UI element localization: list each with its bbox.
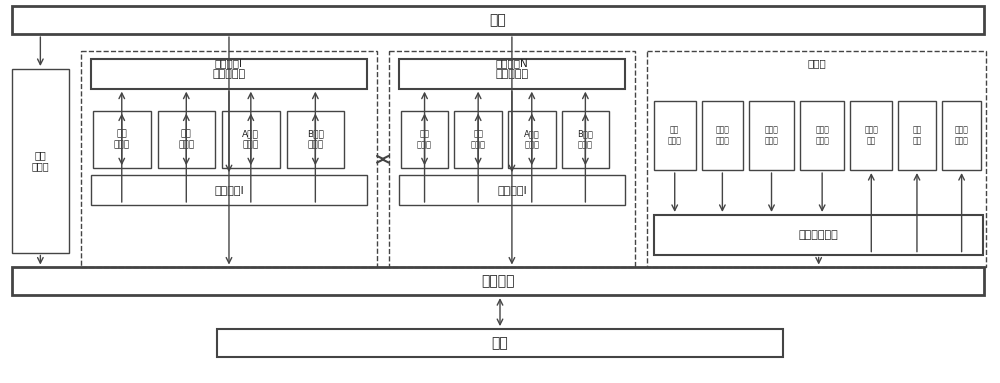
Text: 比例
换向阀: 比例 换向阀: [114, 130, 130, 149]
Bar: [562, 111, 609, 168]
Bar: [654, 101, 696, 170]
Bar: [217, 329, 783, 357]
Text: 液位过
低开关: 液位过 低开关: [765, 126, 778, 145]
Bar: [800, 101, 844, 170]
Text: 驱动控制器: 驱动控制器: [495, 69, 528, 79]
Text: 车体: 车体: [490, 13, 506, 27]
Text: 油温
传感器: 油温 传感器: [668, 126, 682, 145]
Bar: [91, 59, 367, 89]
Text: 倾斜
传感器: 倾斜 传感器: [32, 150, 49, 172]
Text: 液压站控制器: 液压站控制器: [799, 230, 839, 240]
Text: 位移
传感器: 位移 传感器: [471, 130, 486, 149]
Bar: [942, 101, 981, 170]
Bar: [12, 7, 984, 34]
Bar: [81, 51, 377, 267]
Bar: [158, 111, 215, 168]
Text: 油泵电
机控制: 油泵电 机控制: [955, 126, 969, 145]
Text: 三控: 三控: [492, 336, 508, 350]
Text: B压力
传感器: B压力 传感器: [577, 130, 593, 149]
Text: 液压站: 液压站: [807, 58, 826, 68]
Text: 比例
换向阀: 比例 换向阀: [417, 130, 432, 149]
Text: 驱动单元I: 驱动单元I: [215, 58, 243, 68]
Bar: [401, 111, 448, 168]
Bar: [850, 101, 892, 170]
Text: 驱动单元N: 驱动单元N: [496, 58, 528, 68]
Text: 驱动控制器: 驱动控制器: [212, 69, 246, 79]
Bar: [647, 51, 986, 267]
Text: 伺服油缸I: 伺服油缸I: [214, 185, 244, 195]
Text: 散热
风机: 散热 风机: [912, 126, 922, 145]
Bar: [12, 69, 69, 252]
Text: 电磁溢
流阀: 电磁溢 流阀: [864, 126, 878, 145]
Bar: [454, 111, 502, 168]
Text: 主油压
传感器: 主油压 传感器: [715, 126, 729, 145]
Text: B压力
传感器: B压力 传感器: [307, 130, 324, 149]
Bar: [702, 101, 743, 170]
Text: 过滤堵
塞开关: 过滤堵 塞开关: [815, 126, 829, 145]
Bar: [749, 101, 794, 170]
Bar: [508, 111, 556, 168]
Text: 位移
传感器: 位移 传感器: [178, 130, 194, 149]
Bar: [287, 111, 344, 168]
Bar: [93, 111, 151, 168]
Text: 通讯总线: 通讯总线: [481, 274, 515, 288]
Text: A压力
传感器: A压力 传感器: [242, 130, 259, 149]
Bar: [222, 111, 280, 168]
Bar: [399, 175, 625, 205]
Bar: [898, 101, 936, 170]
Bar: [654, 215, 983, 255]
Bar: [399, 59, 625, 89]
Bar: [91, 175, 367, 205]
Text: 伺服油缸I: 伺服油缸I: [497, 185, 527, 195]
Bar: [389, 51, 635, 267]
Text: A压力
传感器: A压力 传感器: [524, 130, 540, 149]
Bar: [12, 267, 984, 295]
